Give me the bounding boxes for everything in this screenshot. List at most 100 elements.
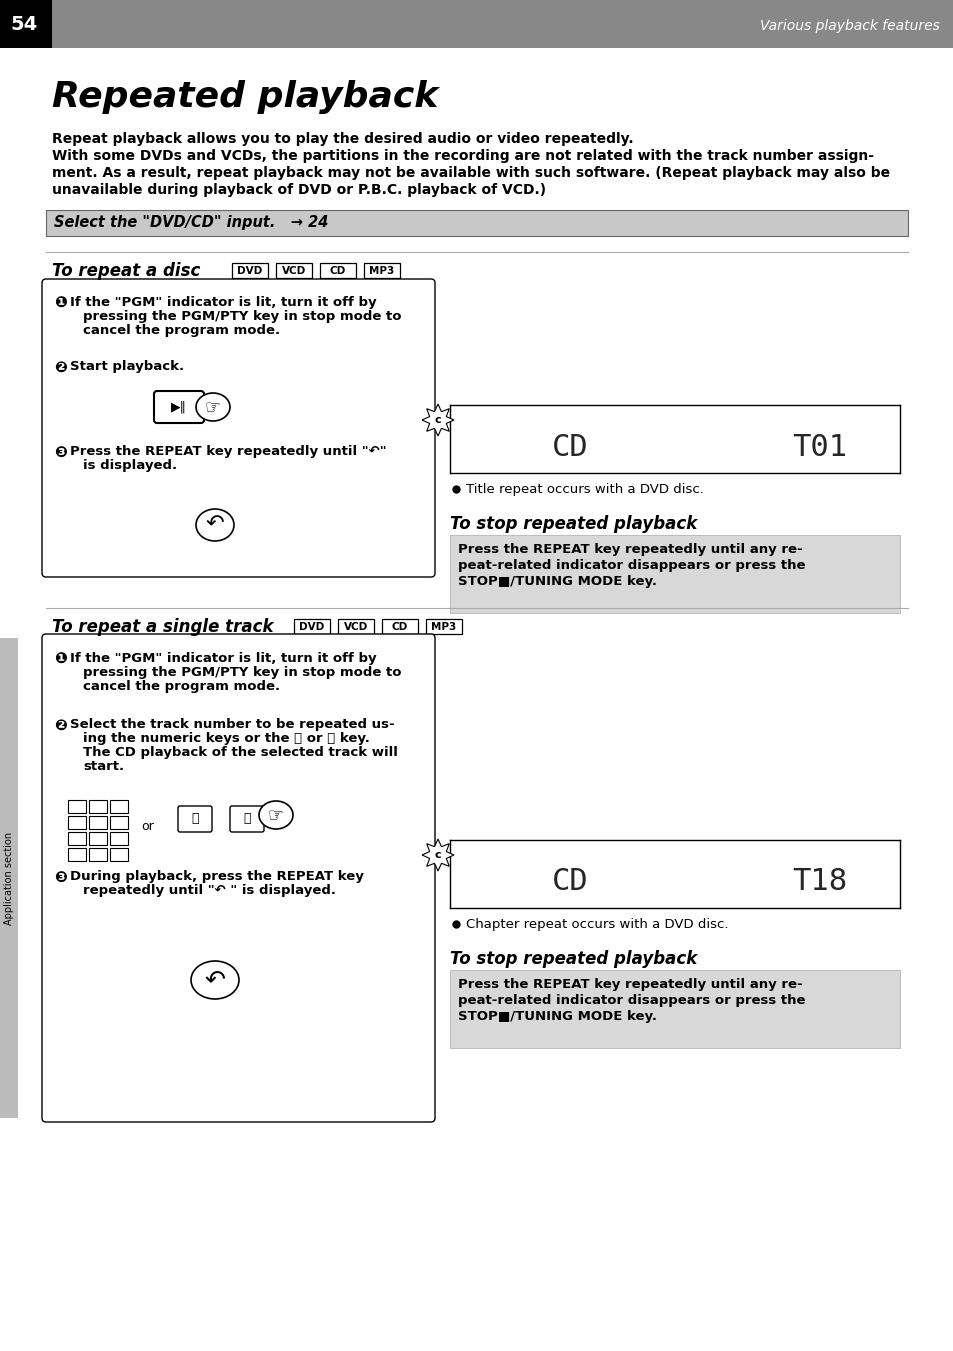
Text: Press the REPEAT key repeatedly until "↶": Press the REPEAT key repeatedly until "↶… [70, 444, 386, 458]
Bar [89, 816, 107, 830]
Bar [68, 832, 86, 844]
Text: is displayed.: is displayed. [83, 459, 177, 471]
Text: Start playback.: Start playback. [70, 359, 184, 373]
Bar [110, 832, 128, 844]
Bar [110, 848, 128, 861]
Text: ❷: ❷ [54, 717, 67, 734]
Text: pressing the PGM/PTY key in stop mode to: pressing the PGM/PTY key in stop mode to [83, 309, 401, 323]
Text: Press the REPEAT key repeatedly until any re-: Press the REPEAT key repeatedly until an… [457, 978, 801, 992]
Text: CD: CD [392, 621, 408, 631]
Bar [381, 619, 417, 634]
Bar [110, 800, 128, 813]
Text: ❸: ❸ [54, 870, 67, 885]
Bar [89, 800, 107, 813]
Text: ☞: ☞ [268, 807, 284, 824]
Text: To repeat a disc: To repeat a disc [52, 262, 200, 280]
Text: repeatedly until "↶ " is displayed.: repeatedly until "↶ " is displayed. [83, 884, 335, 897]
Text: peat-related indicator disappears or press the: peat-related indicator disappears or pre… [457, 994, 804, 1006]
Text: To repeat a single track: To repeat a single track [52, 617, 274, 636]
Bar [0, 638, 18, 1119]
Bar [450, 535, 899, 613]
Text: c: c [435, 850, 441, 861]
Text: If the "PGM" indicator is lit, turn it off by: If the "PGM" indicator is lit, turn it o… [70, 296, 376, 309]
Text: T01: T01 [792, 432, 846, 462]
Text: c: c [435, 415, 441, 426]
Text: unavailable during playback of DVD or P.B.C. playback of VCD.): unavailable during playback of DVD or P.… [52, 182, 545, 197]
Text: cancel the program mode.: cancel the program mode. [83, 324, 280, 336]
Text: T18: T18 [792, 867, 846, 897]
Bar [294, 619, 330, 634]
Text: peat-related indicator disappears or press the: peat-related indicator disappears or pre… [457, 559, 804, 571]
Bar [319, 263, 355, 278]
FancyBboxPatch shape [153, 390, 204, 423]
Text: Repeated playback: Repeated playback [52, 80, 437, 113]
Text: During playback, press the REPEAT key: During playback, press the REPEAT key [70, 870, 363, 884]
Bar [89, 848, 107, 861]
Text: pressing the PGM/PTY key in stop mode to: pressing the PGM/PTY key in stop mode to [83, 666, 401, 680]
Ellipse shape [258, 801, 293, 830]
Text: To stop repeated playback: To stop repeated playback [450, 950, 697, 969]
Text: With some DVDs and VCDs, the partitions in the recording are not related with th: With some DVDs and VCDs, the partitions … [52, 149, 873, 163]
Text: ❶: ❶ [54, 653, 67, 667]
Text: start.: start. [83, 761, 124, 773]
Text: Various playback features: Various playback features [760, 19, 939, 32]
Text: If the "PGM" indicator is lit, turn it off by: If the "PGM" indicator is lit, turn it o… [70, 653, 376, 665]
Polygon shape [421, 404, 454, 436]
Text: Select the track number to be repeated us-: Select the track number to be repeated u… [70, 717, 395, 731]
Polygon shape [421, 839, 454, 871]
Text: Repeat playback allows you to play the desired audio or video repeatedly.: Repeat playback allows you to play the d… [52, 132, 633, 146]
FancyBboxPatch shape [42, 634, 435, 1121]
Bar [68, 800, 86, 813]
Bar [0, 0, 953, 49]
Text: ⏭: ⏭ [243, 812, 251, 825]
Text: Application section: Application section [4, 831, 14, 924]
Text: ⏮: ⏮ [191, 812, 198, 825]
Bar [275, 263, 312, 278]
Text: ment. As a result, repeat playback may not be available with such software. (Rep: ment. As a result, repeat playback may n… [52, 166, 889, 180]
Ellipse shape [195, 509, 233, 540]
FancyBboxPatch shape [42, 280, 435, 577]
FancyBboxPatch shape [230, 807, 264, 832]
Text: DVD: DVD [299, 621, 324, 631]
Text: To stop repeated playback: To stop repeated playback [450, 515, 697, 534]
Text: The CD playback of the selected track will: The CD playback of the selected track wi… [83, 746, 397, 759]
Bar [46, 209, 907, 236]
Bar [232, 263, 268, 278]
Text: STOP■/TUNING MODE key.: STOP■/TUNING MODE key. [457, 576, 657, 588]
Text: Chapter repeat occurs with a DVD disc.: Chapter repeat occurs with a DVD disc. [465, 917, 728, 931]
Bar [337, 619, 374, 634]
Text: MP3: MP3 [369, 266, 395, 276]
Text: ❸: ❸ [54, 444, 67, 459]
Bar [68, 848, 86, 861]
Text: ↶: ↶ [206, 515, 224, 535]
Text: Title repeat occurs with a DVD disc.: Title repeat occurs with a DVD disc. [465, 484, 703, 496]
Bar [68, 816, 86, 830]
Bar [0, 0, 52, 49]
Bar [89, 832, 107, 844]
Text: STOP■/TUNING MODE key.: STOP■/TUNING MODE key. [457, 1011, 657, 1023]
Ellipse shape [191, 961, 239, 998]
Bar [450, 970, 899, 1048]
Bar [364, 263, 399, 278]
Text: or: or [141, 820, 154, 832]
Text: DVD: DVD [237, 266, 262, 276]
Text: 54: 54 [10, 15, 37, 34]
Text: Select the "DVD/CD" input.   → 24: Select the "DVD/CD" input. → 24 [54, 215, 328, 230]
Text: ☞: ☞ [205, 399, 221, 416]
Bar [426, 619, 461, 634]
Text: CD: CD [330, 266, 346, 276]
FancyBboxPatch shape [178, 807, 212, 832]
Text: cancel the program mode.: cancel the program mode. [83, 680, 280, 693]
Text: CD: CD [551, 867, 588, 897]
Text: CD: CD [551, 432, 588, 462]
Bar [110, 816, 128, 830]
Ellipse shape [195, 393, 230, 422]
Text: ❶: ❶ [54, 296, 67, 311]
Text: ↶: ↶ [204, 969, 225, 992]
Text: MP3: MP3 [431, 621, 456, 631]
Text: VCD: VCD [281, 266, 306, 276]
Text: ▶‖: ▶‖ [171, 400, 187, 413]
Text: ❷: ❷ [54, 359, 67, 376]
Text: VCD: VCD [343, 621, 368, 631]
Text: ing the numeric keys or the ⏮ or ⏭ key.: ing the numeric keys or the ⏮ or ⏭ key. [83, 732, 370, 744]
